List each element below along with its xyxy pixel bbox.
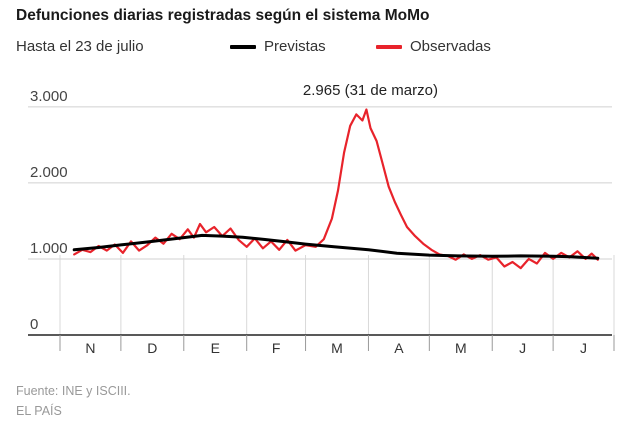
series-line-observadas (73, 108, 599, 270)
legend-swatch-previstas (230, 44, 256, 49)
y-tick-label-1: 1.000 (30, 240, 68, 257)
x-tick-label-2: E (211, 340, 220, 356)
y-tick-label-3: 3.000 (30, 88, 68, 105)
x-tick-label-0: N (85, 340, 95, 356)
series-line-previstas (72, 233, 600, 260)
chart-title: Defunciones diarias registradas según el… (16, 7, 430, 24)
x-tick-label-3: F (272, 340, 281, 356)
source-note: Fuente: INE y ISCIII. (16, 384, 131, 398)
peak-annotation: 2.965 (31 de marzo) (303, 82, 438, 99)
x-tick-label-4: M (331, 340, 343, 356)
y-tick-label-2: 2.000 (30, 164, 68, 181)
chart-subtitle: Hasta el 23 de julio (16, 38, 144, 55)
legend-label-observadas: Observadas (410, 38, 491, 55)
y-tick-label-0: 0 (30, 316, 38, 333)
x-tick-label-7: J (519, 340, 526, 356)
x-tick-label-8: J (580, 340, 587, 356)
x-tick-label-1: D (147, 340, 157, 356)
x-tick-label-5: A (394, 340, 404, 356)
brand-label: EL PAÍS (16, 404, 62, 418)
legend-label-previstas: Previstas (264, 38, 326, 55)
x-tick-label-6: M (455, 340, 467, 356)
legend-item-observadas: Observadas (376, 38, 491, 55)
legend-swatch-observadas (376, 44, 402, 49)
legend-item-previstas: Previstas (230, 38, 326, 55)
